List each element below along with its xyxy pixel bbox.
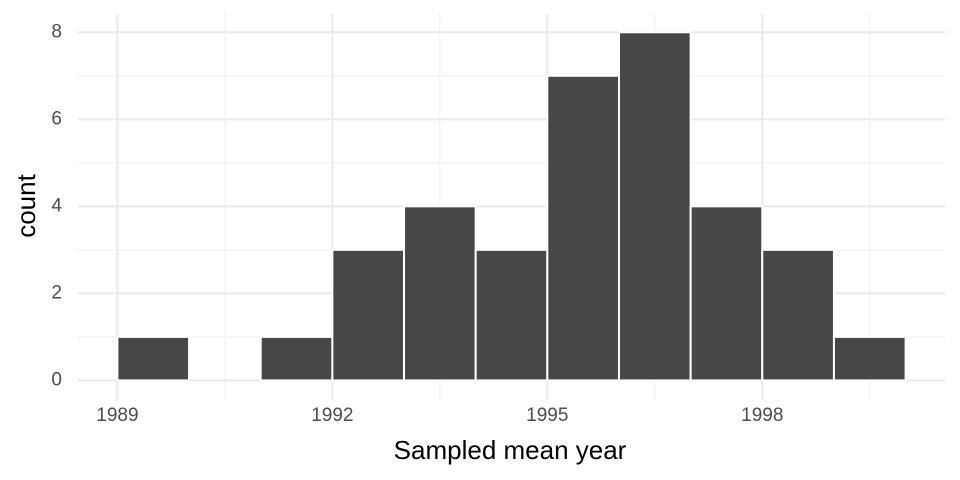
y-tick-label: 4	[51, 195, 62, 216]
x-tick-label: 1995	[526, 405, 568, 426]
y-tick-label: 2	[51, 282, 62, 303]
x-tick-label: 1992	[311, 405, 353, 426]
x-tick-label: 1989	[96, 405, 138, 426]
y-axis-title: count	[11, 173, 41, 237]
bar	[474, 248, 549, 382]
bar	[116, 335, 191, 382]
x-tick-label: 1998	[741, 405, 783, 426]
bar	[331, 248, 406, 382]
bar	[832, 335, 907, 382]
bar	[403, 205, 477, 382]
x-axis-title: Sampled mean year	[394, 435, 627, 465]
y-tick-label: 6	[51, 108, 62, 129]
bar	[761, 248, 835, 382]
bar	[259, 335, 334, 382]
y-tick-label: 0	[51, 369, 62, 390]
bar	[546, 74, 620, 382]
bar	[689, 205, 764, 382]
y-tick-label: 8	[51, 21, 62, 42]
bar	[617, 31, 692, 382]
